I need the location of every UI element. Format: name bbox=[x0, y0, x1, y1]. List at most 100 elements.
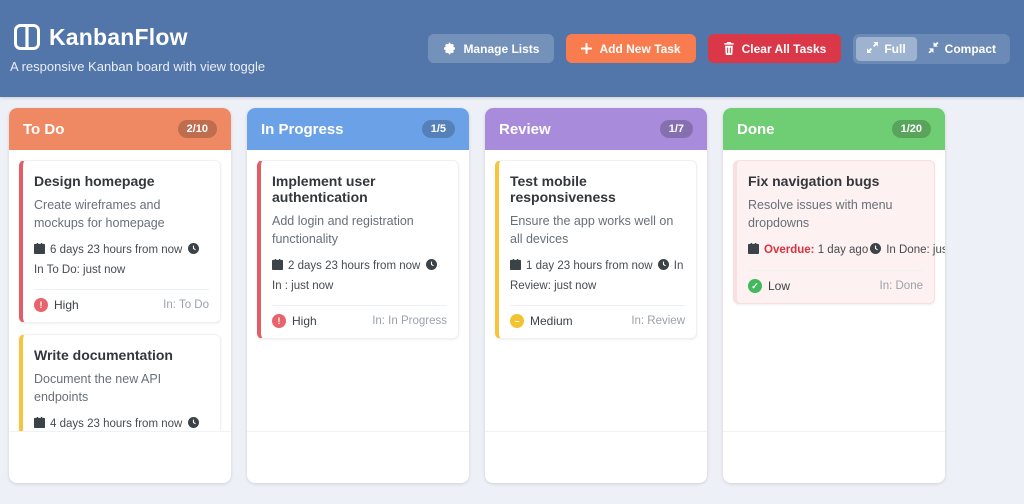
task-card[interactable]: Fix navigation bugs Resolve issues with … bbox=[733, 160, 945, 305]
column-done: Done 1/20 Fix navigation bugs Resolve is… bbox=[723, 108, 945, 483]
compress-icon bbox=[928, 41, 939, 56]
task-description: Document the new API endpoints bbox=[34, 372, 162, 405]
task-title: Design homepage bbox=[34, 173, 155, 189]
clear-all-tasks-label: Clear All Tasks bbox=[741, 41, 827, 56]
column-review-body: Test mobile responsiveness Ensure the ap… bbox=[485, 150, 707, 431]
column-done-body: Fix navigation bugs Resolve issues with … bbox=[723, 150, 945, 431]
calendar-icon bbox=[748, 242, 759, 261]
due-date: 6 days 23 hours from now bbox=[34, 243, 182, 256]
column-title: Done bbox=[737, 120, 775, 138]
task-card[interactable]: Design homepage Create wireframes and mo… bbox=[19, 160, 221, 324]
priority: ! High bbox=[34, 298, 79, 313]
last-activity: In Done: just now bbox=[870, 243, 945, 256]
column-todo-footer bbox=[9, 431, 231, 483]
overdue-label: Overdue: bbox=[764, 244, 815, 257]
task-location: In: Done bbox=[879, 280, 923, 293]
task-footer: ✓ Low In: Done bbox=[748, 270, 923, 295]
column-review: Review 1/7 Test mobile responsiveness En… bbox=[485, 108, 707, 483]
app-title: KanbanFlow bbox=[49, 23, 188, 50]
task-card[interactable]: Test mobile responsiveness Ensure the ap… bbox=[495, 160, 697, 340]
trash-icon bbox=[723, 42, 735, 55]
calendar-icon bbox=[272, 258, 283, 277]
task-footer: – Medium In: Review bbox=[510, 305, 685, 330]
task-description: Create wireframes and mockups for homepa… bbox=[34, 198, 165, 231]
due-date: 1 day 23 hours from now bbox=[510, 259, 653, 272]
kanban-logo-icon bbox=[14, 24, 40, 50]
column-title: Review bbox=[499, 120, 551, 138]
task-location: In: In Progress bbox=[372, 315, 447, 328]
last-activity: In To Do: just now bbox=[34, 416, 204, 431]
clock-icon bbox=[187, 416, 199, 431]
manage-lists-label: Manage Lists bbox=[463, 41, 540, 56]
priority-high-icon: ! bbox=[272, 314, 286, 329]
task-card[interactable]: Write documentation Document the new API… bbox=[19, 334, 221, 431]
plus-icon bbox=[581, 43, 593, 54]
task-footer: ! High In: To Do bbox=[34, 289, 209, 314]
task-title: Fix navigation bugs bbox=[748, 173, 880, 189]
due-date: 2 days 23 hours from now bbox=[272, 259, 420, 272]
brand-block: KanbanFlow A responsive Kanban board wit… bbox=[10, 24, 265, 74]
column-todo: To Do 2/10 Design homepage Create wirefr… bbox=[9, 108, 231, 483]
column-count-badge: 1/5 bbox=[421, 120, 455, 138]
column-title: To Do bbox=[23, 120, 65, 138]
due-date: 4 days 23 hours from now bbox=[34, 416, 182, 431]
task-card[interactable]: Implement user authentication Add login … bbox=[257, 160, 459, 340]
clock-icon bbox=[870, 242, 882, 261]
column-count-badge: 1/20 bbox=[891, 120, 931, 138]
task-title: Test mobile responsiveness bbox=[510, 173, 616, 205]
header-actions: Manage Lists Add New Task Clear All Task… bbox=[428, 33, 1014, 64]
expand-icon bbox=[867, 41, 879, 56]
column-todo-body: Design homepage Create wireframes and mo… bbox=[9, 150, 231, 431]
priority: ✓ Low bbox=[748, 279, 790, 294]
clock-icon bbox=[425, 258, 437, 277]
column-title: In Progress bbox=[261, 120, 344, 138]
column-in-progress-footer bbox=[247, 431, 469, 483]
priority-low-icon: ✓ bbox=[748, 279, 762, 294]
add-new-task-button[interactable]: Add New Task bbox=[566, 34, 696, 63]
task-location: In: Review bbox=[631, 315, 685, 328]
due-date: Overdue: 1 day ago bbox=[748, 243, 868, 257]
column-todo-header: To Do 2/10 bbox=[9, 108, 231, 150]
task-title: Write documentation bbox=[34, 347, 173, 364]
task-location: In: To Do bbox=[163, 299, 209, 312]
task-description: Resolve issues with menu dropdowns bbox=[748, 198, 893, 231]
last-activity: In To Do: just now bbox=[34, 243, 204, 276]
priority-high-icon: ! bbox=[34, 298, 48, 313]
view-compact-label: Compact bbox=[944, 41, 996, 56]
calendar-icon bbox=[34, 242, 45, 261]
last-activity: In : just now bbox=[272, 258, 442, 292]
column-done-header: Done 1/20 bbox=[723, 108, 945, 150]
view-full-label: Full bbox=[884, 41, 906, 56]
task-description: Ensure the app works well on all devices bbox=[510, 214, 674, 247]
view-compact-button[interactable]: Compact bbox=[917, 37, 1007, 61]
column-done-footer bbox=[723, 431, 945, 483]
column-review-header: Review 1/7 bbox=[485, 108, 707, 150]
add-new-task-label: Add New Task bbox=[599, 41, 681, 56]
app-subtitle: A responsive Kanban board with view togg… bbox=[10, 58, 266, 74]
column-in-progress-header: In Progress 1/5 bbox=[247, 108, 469, 150]
app-header: KanbanFlow A responsive Kanban board wit… bbox=[0, 0, 1024, 97]
calendar-icon bbox=[510, 258, 521, 277]
clear-all-tasks-button[interactable]: Clear All Tasks bbox=[707, 34, 842, 63]
priority-medium-icon: – bbox=[510, 314, 524, 329]
column-review-footer bbox=[485, 431, 707, 483]
last-activity: In Review: just now bbox=[510, 259, 684, 293]
column-count-badge: 1/7 bbox=[659, 120, 693, 138]
gear-icon bbox=[443, 42, 456, 55]
task-description: Add login and registration functionality bbox=[272, 214, 414, 247]
calendar-icon bbox=[34, 416, 45, 431]
priority: ! High bbox=[272, 314, 317, 329]
task-meta: 2 days 23 hours from now In : just now bbox=[272, 257, 447, 296]
task-meta: 6 days 23 hours from now In To Do: just … bbox=[34, 241, 209, 280]
priority: – Medium bbox=[510, 314, 573, 329]
column-in-progress-body: Implement user authentication Add login … bbox=[247, 150, 469, 431]
task-meta: 1 day 23 hours from now In Review: just … bbox=[510, 257, 685, 296]
column-count-badge: 2/10 bbox=[177, 120, 217, 138]
task-title: Implement user authentication bbox=[272, 173, 376, 205]
view-full-button[interactable]: Full bbox=[856, 36, 917, 61]
task-meta: 4 days 23 hours from now In To Do: just … bbox=[34, 415, 209, 431]
manage-lists-button[interactable]: Manage Lists bbox=[428, 34, 555, 63]
kanban-board: To Do 2/10 Design homepage Create wirefr… bbox=[0, 97, 1024, 483]
view-toggle-group: Full Compact bbox=[853, 33, 1010, 64]
